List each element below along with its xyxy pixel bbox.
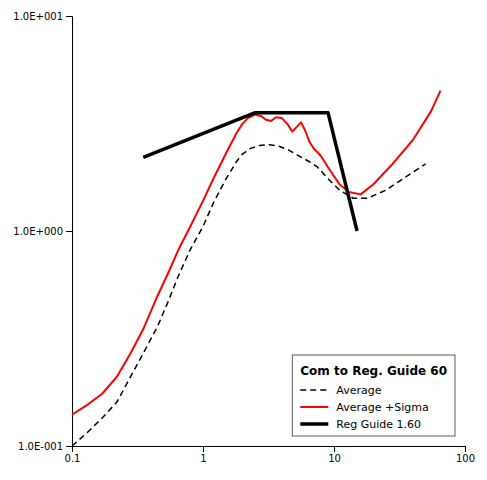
tick-label: 1.0E-001	[18, 441, 63, 452]
tick-mark	[465, 446, 466, 452]
tick: 1.0E+000	[13, 226, 72, 237]
tick: 1	[200, 446, 206, 464]
tick-mark	[66, 446, 72, 447]
series-line	[143, 113, 357, 231]
tick-label: 1	[200, 453, 206, 464]
legend-swatch	[300, 389, 328, 391]
tick: 10	[328, 446, 341, 464]
legend-label: Average	[336, 384, 381, 397]
tick-mark	[334, 446, 335, 452]
tick: 100	[456, 446, 475, 464]
legend-swatch	[300, 406, 328, 408]
legend-title: Com to Reg. Guide 60	[300, 364, 447, 378]
y-axis: 1.0E-001 1.0E+000 1.0E+001	[13, 11, 72, 452]
chart: 0.1 1 10 100 1.0E-001 1.0E+000 1.0E+001 Com to …	[0, 0, 487, 480]
x-axis: 0.1 1 10 100	[65, 446, 476, 464]
tick-label: 100	[456, 453, 475, 464]
plot-area: 0.1 1 10 100 1.0E-001 1.0E+000 1.0E+001 Com to …	[13, 11, 475, 464]
tick: 1.0E+001	[13, 11, 72, 22]
tick-label: 10	[328, 453, 341, 464]
tick-mark	[66, 231, 72, 232]
tick-mark	[203, 446, 204, 452]
legend-swatch	[300, 422, 328, 426]
legend-label: Average +Sigma	[336, 401, 428, 414]
legend: Com to Reg. Guide 60 Average Average +Sigm…	[292, 355, 455, 436]
tick-label: 0.1	[65, 453, 81, 464]
tick-label: 1.0E+001	[13, 11, 63, 22]
tick-mark	[66, 16, 72, 17]
tick: 1.0E-001	[18, 441, 72, 452]
tick-label: 1.0E+000	[13, 226, 63, 237]
axis-line	[73, 447, 466, 453]
legend-box	[292, 355, 455, 436]
legend-label: Reg Guide 1.60	[336, 418, 421, 431]
tick: 0.1	[65, 446, 81, 464]
axis-line	[66, 17, 73, 447]
